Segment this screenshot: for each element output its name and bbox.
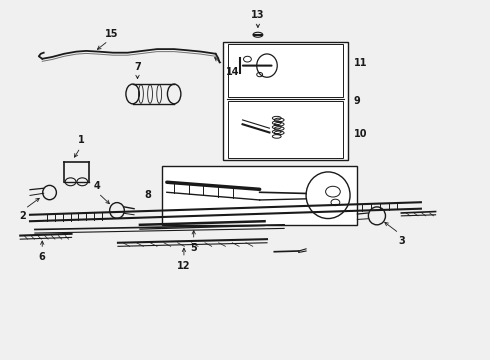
Bar xyxy=(228,100,343,158)
Text: 8: 8 xyxy=(145,190,151,200)
Text: 12: 12 xyxy=(177,261,191,271)
Text: 15: 15 xyxy=(105,30,119,40)
Text: 10: 10 xyxy=(353,129,367,139)
Bar xyxy=(223,42,347,160)
Text: 4: 4 xyxy=(94,181,101,191)
Text: 11: 11 xyxy=(353,58,367,68)
Text: 1: 1 xyxy=(78,135,85,145)
Text: 9: 9 xyxy=(353,96,360,106)
Bar xyxy=(228,44,343,97)
Text: 5: 5 xyxy=(190,243,197,253)
Text: 2: 2 xyxy=(19,211,26,221)
Text: 7: 7 xyxy=(134,62,141,72)
Text: 14: 14 xyxy=(226,67,240,77)
Text: 13: 13 xyxy=(251,10,265,20)
Text: 6: 6 xyxy=(39,252,46,262)
Text: 3: 3 xyxy=(398,236,405,246)
Bar xyxy=(162,166,357,225)
